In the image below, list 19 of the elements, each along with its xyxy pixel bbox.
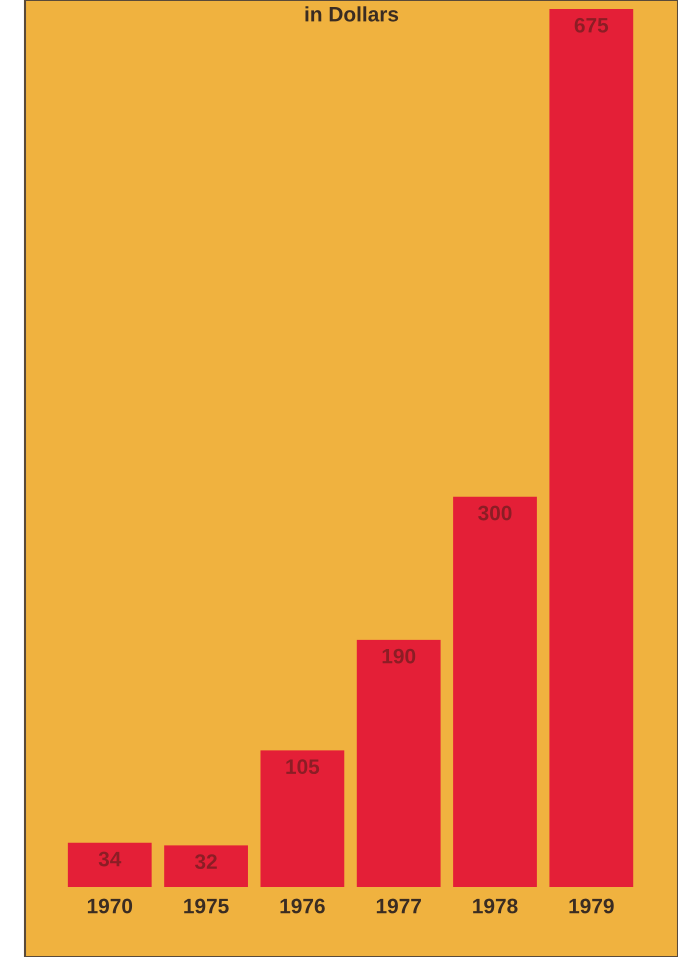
- x-tick-label: 1970: [88, 898, 132, 914]
- bar: [549, 9, 634, 887]
- bar: [68, 842, 152, 887]
- x-tick-label: 1979: [569, 898, 614, 914]
- bar: [260, 750, 344, 887]
- bar: [164, 845, 248, 887]
- chart-title: in Dollars: [305, 6, 398, 22]
- x-tick-label: 1976: [280, 898, 325, 914]
- x-tick-label: 1978: [473, 898, 518, 914]
- bar: [356, 640, 441, 887]
- x-tick-label: 1977: [376, 898, 421, 914]
- data-label: 32: [194, 854, 217, 870]
- data-label: 300: [478, 506, 512, 520]
- data-label: 675: [574, 18, 608, 33]
- bar: [453, 496, 537, 887]
- data-label: 105: [286, 759, 320, 774]
- data-label: 190: [382, 648, 416, 664]
- x-tick-label: 1975: [184, 898, 229, 914]
- data-label: 34: [98, 852, 122, 866]
